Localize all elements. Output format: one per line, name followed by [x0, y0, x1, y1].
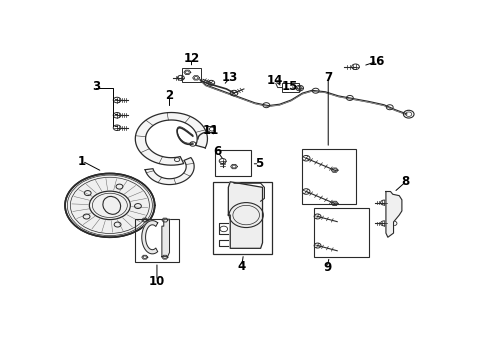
- Text: 12: 12: [183, 52, 199, 65]
- Polygon shape: [162, 219, 170, 257]
- Polygon shape: [142, 221, 158, 254]
- Text: 15: 15: [282, 80, 298, 93]
- Text: 11: 11: [202, 124, 219, 137]
- Text: 16: 16: [369, 55, 386, 68]
- Text: 14: 14: [267, 75, 283, 87]
- Polygon shape: [135, 113, 207, 165]
- Text: 4: 4: [238, 260, 246, 273]
- Text: 9: 9: [323, 261, 331, 274]
- Text: 7: 7: [324, 71, 332, 84]
- Polygon shape: [65, 174, 155, 237]
- Text: 1: 1: [78, 154, 86, 167]
- Polygon shape: [228, 182, 263, 248]
- Polygon shape: [145, 158, 194, 185]
- Text: 5: 5: [255, 157, 264, 170]
- Text: 10: 10: [149, 275, 165, 288]
- Text: 2: 2: [166, 89, 173, 102]
- Text: 13: 13: [222, 71, 238, 84]
- Text: 8: 8: [402, 175, 410, 188]
- Polygon shape: [386, 192, 402, 237]
- Text: 6: 6: [214, 145, 222, 158]
- Text: 3: 3: [92, 80, 100, 93]
